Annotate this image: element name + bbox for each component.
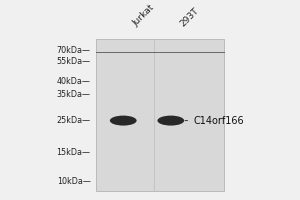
Text: C14orf166: C14orf166 — [185, 116, 244, 126]
Text: 25kDa—: 25kDa— — [56, 116, 91, 125]
Text: 55kDa—: 55kDa— — [56, 57, 91, 66]
Text: Jurkat: Jurkat — [131, 3, 156, 28]
Text: 70kDa—: 70kDa— — [57, 46, 91, 55]
Ellipse shape — [110, 116, 136, 126]
Text: 35kDa—: 35kDa— — [57, 90, 91, 99]
Bar — [97, 39, 224, 191]
Text: 293T: 293T — [178, 6, 200, 28]
Text: 10kDa—: 10kDa— — [57, 177, 91, 186]
Text: 40kDa—: 40kDa— — [57, 77, 91, 86]
Ellipse shape — [158, 116, 184, 126]
Text: 15kDa—: 15kDa— — [57, 148, 91, 157]
